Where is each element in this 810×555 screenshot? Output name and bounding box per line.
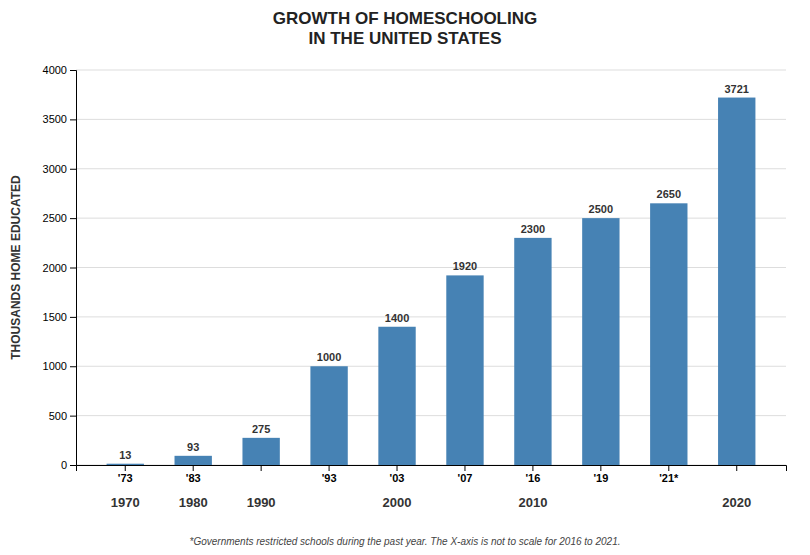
tick-label: 3000 bbox=[43, 163, 67, 175]
tick: '07 bbox=[458, 465, 473, 484]
tick-mark bbox=[397, 465, 398, 471]
tick: 2500 bbox=[43, 212, 76, 224]
data-label: 3721 bbox=[724, 83, 748, 95]
tick-mark bbox=[261, 465, 262, 471]
data-label: 93 bbox=[187, 441, 199, 453]
tick: 0 bbox=[61, 459, 76, 471]
tick-mark bbox=[70, 317, 76, 318]
title: GROWTH OF HOMESCHOOLINGIN THE UNITED STA… bbox=[273, 9, 537, 48]
y-axis: 0 500 1000 1500 2000 2500 3000 3500 4000 bbox=[43, 64, 77, 471]
axis-domain bbox=[70, 71, 77, 466]
bar bbox=[310, 366, 347, 465]
tick-mark bbox=[736, 465, 737, 471]
chart: 13 93 275 1000 1400 1920 2300 2500 2650 3721 '73 '8… bbox=[0, 0, 810, 555]
tick: 1000 bbox=[43, 360, 76, 372]
tick-mark bbox=[193, 465, 194, 471]
tick: '83 bbox=[186, 465, 201, 484]
tick-label: '19 bbox=[593, 472, 608, 484]
bar bbox=[446, 275, 483, 465]
grid-line bbox=[76, 70, 786, 71]
tick bbox=[261, 465, 262, 471]
tick-mark bbox=[70, 119, 76, 120]
tick: 2000 bbox=[43, 262, 76, 274]
tick-label: 2000 bbox=[43, 262, 67, 274]
tick-mark bbox=[70, 70, 76, 71]
tick-label: 3500 bbox=[43, 113, 67, 125]
tick-label: 1500 bbox=[43, 311, 67, 323]
data-label: 2500 bbox=[589, 203, 613, 215]
tick: '03 bbox=[390, 465, 405, 484]
tick: '73 bbox=[118, 465, 133, 484]
decade-label: 2010 bbox=[518, 495, 547, 510]
data-label: 13 bbox=[119, 449, 131, 461]
tick-mark bbox=[70, 169, 76, 170]
tick-label: '03 bbox=[390, 472, 405, 484]
tick-label: 2500 bbox=[43, 212, 67, 224]
tick: 1500 bbox=[43, 311, 76, 323]
grid-line bbox=[76, 168, 786, 169]
tick-mark bbox=[532, 465, 533, 471]
tick-label: '16 bbox=[525, 472, 540, 484]
tick: 4000 bbox=[43, 64, 76, 76]
tick-mark bbox=[70, 416, 76, 417]
tick-mark bbox=[70, 268, 76, 269]
tick-label: '21* bbox=[659, 472, 679, 484]
tick-label: 0 bbox=[61, 459, 67, 471]
bars bbox=[107, 98, 756, 465]
decade-label: 1970 bbox=[111, 495, 140, 510]
tick-label: 1000 bbox=[43, 360, 67, 372]
tick-label: '73 bbox=[118, 472, 133, 484]
decade-label: 2020 bbox=[722, 495, 751, 510]
tick-label: '07 bbox=[458, 472, 473, 484]
decade-label: 2000 bbox=[383, 495, 412, 510]
tick-label: '83 bbox=[186, 472, 201, 484]
tick-mark bbox=[70, 218, 76, 219]
tick-mark bbox=[668, 465, 669, 471]
tick-mark bbox=[600, 465, 601, 471]
bar bbox=[650, 203, 687, 465]
y-axis-label: THOUSANDS HOME EDUCATED bbox=[9, 175, 23, 360]
grid-line bbox=[76, 119, 786, 120]
tick: '21* bbox=[659, 465, 679, 484]
grid bbox=[76, 70, 786, 465]
bar bbox=[582, 218, 619, 465]
data-label: 1400 bbox=[385, 312, 409, 324]
decade-label: 1990 bbox=[247, 495, 276, 510]
tick-label: 4000 bbox=[43, 64, 67, 76]
tick bbox=[736, 465, 737, 471]
decade-label: 1980 bbox=[179, 495, 208, 510]
tick: '16 bbox=[525, 465, 540, 484]
tick: 3500 bbox=[43, 113, 76, 125]
data-label: 275 bbox=[252, 423, 270, 435]
title-line: GROWTH OF HOMESCHOOLING bbox=[273, 9, 537, 28]
axis-domain bbox=[77, 466, 787, 472]
x-axis: '73 '83 '93 '03 '07 '16 '19 '21* bbox=[77, 465, 787, 484]
footnote: *Governments restricted schools during t… bbox=[190, 536, 621, 547]
bar bbox=[514, 238, 551, 465]
data-label: 1920 bbox=[453, 260, 477, 272]
tick-mark bbox=[70, 366, 76, 367]
bar bbox=[242, 438, 279, 465]
bar bbox=[107, 464, 144, 465]
tick: 500 bbox=[49, 410, 76, 422]
tick: '93 bbox=[322, 465, 337, 484]
tick: '19 bbox=[593, 465, 608, 484]
bar bbox=[718, 98, 755, 465]
data-label: 2300 bbox=[521, 223, 545, 235]
bar bbox=[378, 327, 415, 465]
tick-mark bbox=[464, 465, 465, 471]
bar bbox=[175, 456, 212, 465]
tick: 3000 bbox=[43, 163, 76, 175]
annotations: 1970 1980 1990 2000 2010 2020 bbox=[111, 495, 751, 510]
tick-label: '93 bbox=[322, 472, 337, 484]
data-label: 2650 bbox=[657, 188, 681, 200]
tick-label: 500 bbox=[49, 410, 67, 422]
tick-mark bbox=[70, 465, 76, 466]
tick-mark bbox=[329, 465, 330, 471]
title-line: IN THE UNITED STATES bbox=[309, 29, 502, 48]
data-label: 1000 bbox=[317, 351, 341, 363]
data-labels: 13 93 275 1000 1400 1920 2300 2500 2650 3721 bbox=[119, 83, 749, 461]
tick-mark bbox=[125, 465, 126, 471]
